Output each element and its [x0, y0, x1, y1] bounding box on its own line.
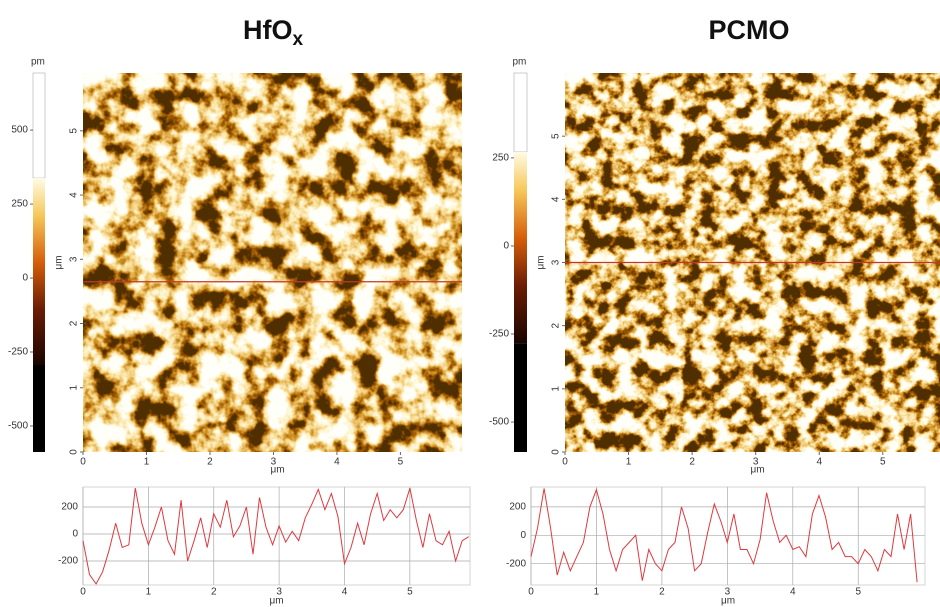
x-axis-label: μm	[270, 465, 284, 476]
profile-frame	[82, 486, 471, 586]
colorbar-tick-label: -250	[8, 347, 28, 358]
x-tick-label: 2	[211, 587, 217, 598]
y-tick-label: 3	[551, 259, 562, 265]
x-tick-label: 5	[407, 587, 413, 598]
y-tick-label: 0	[72, 529, 78, 540]
x-tick-label: 1	[594, 587, 600, 598]
x-tick-label: 5	[398, 457, 404, 468]
x-tick-label: 4	[790, 587, 796, 598]
y-tick-label: 2	[551, 322, 562, 328]
x-tick-label: 5	[855, 587, 861, 598]
colorbar-tick-label: 0	[22, 273, 28, 284]
y-tick-label: 0	[551, 449, 562, 455]
x-tick-label: 0	[80, 587, 86, 598]
y-tick-label: 2	[69, 320, 80, 326]
x-tick-label: 0	[528, 587, 534, 598]
panel-title: HfOx	[243, 15, 304, 50]
x-tick-label: 3	[725, 587, 731, 598]
x-tick-label: 5	[880, 457, 886, 468]
colorbar-unit: pm	[513, 57, 527, 68]
colorbar-tick-label: 250	[492, 153, 509, 164]
colorbar-unit: pm	[31, 57, 45, 68]
y-tick-label: 3	[69, 256, 80, 262]
panel-title: PCMO	[709, 15, 790, 45]
x-tick-label: 1	[626, 457, 632, 468]
x-tick-label: 0	[562, 457, 568, 468]
y-tick-label: 4	[551, 196, 562, 202]
x-tick-label: 2	[689, 457, 695, 468]
title-text: HfO	[243, 15, 293, 45]
profile-line-series	[530, 488, 918, 583]
x-tick-label: 0	[80, 457, 86, 468]
colorbar-scale	[514, 151, 527, 344]
x-axis-label: μm	[721, 596, 735, 607]
y-tick-label: -200	[58, 556, 78, 567]
x-tick-label: 2	[659, 587, 665, 598]
afm-image	[83, 73, 462, 452]
colorbar-high	[32, 72, 46, 179]
profile-frame	[530, 486, 926, 586]
x-tick-label: 4	[816, 457, 822, 468]
x-tick-label: 3	[276, 587, 282, 598]
y-tick-label: -200	[506, 558, 526, 569]
y-tick-label: 200	[509, 502, 526, 513]
x-tick-label: 4	[334, 457, 340, 468]
y-tick-label: 1	[69, 385, 80, 391]
colorbar-tick-label: 0	[503, 241, 509, 252]
y-tick-label: 0	[520, 530, 526, 541]
x-tick-label: 4	[342, 587, 348, 598]
colorbar-low	[514, 343, 527, 452]
x-axis-label: μm	[750, 465, 764, 476]
x-tick-label: 1	[144, 457, 150, 468]
profile-line-series	[82, 487, 469, 585]
x-tick-label: 1	[146, 587, 152, 598]
y-tick-label: 0	[69, 449, 80, 455]
colorbar-high	[513, 72, 528, 153]
title-subscript: x	[292, 29, 303, 50]
colorbar-tick-label: 250	[11, 199, 28, 210]
y-tick-label: 200	[61, 502, 78, 513]
y-tick-label: 5	[551, 133, 562, 139]
x-axis-label: μm	[269, 596, 283, 607]
x-tick-label: 3	[271, 457, 277, 468]
x-tick-label: 3	[753, 457, 759, 468]
x-tick-label: 2	[207, 457, 213, 468]
colorbar-tick-label: -500	[489, 417, 509, 428]
y-tick-label: 4	[69, 192, 80, 198]
y-tick-label: 1	[551, 386, 562, 392]
colorbar-tick-label: 500	[11, 125, 28, 136]
colorbar-tick-label: -500	[8, 421, 28, 432]
colorbar-tick-label: -250	[489, 329, 509, 340]
y-axis-label: μm	[536, 255, 547, 269]
title-text: PCMO	[709, 15, 790, 45]
colorbar-low	[33, 365, 45, 452]
y-tick-label: 5	[69, 128, 80, 134]
colorbar-scale	[33, 178, 45, 366]
y-axis-label: μm	[54, 255, 65, 269]
